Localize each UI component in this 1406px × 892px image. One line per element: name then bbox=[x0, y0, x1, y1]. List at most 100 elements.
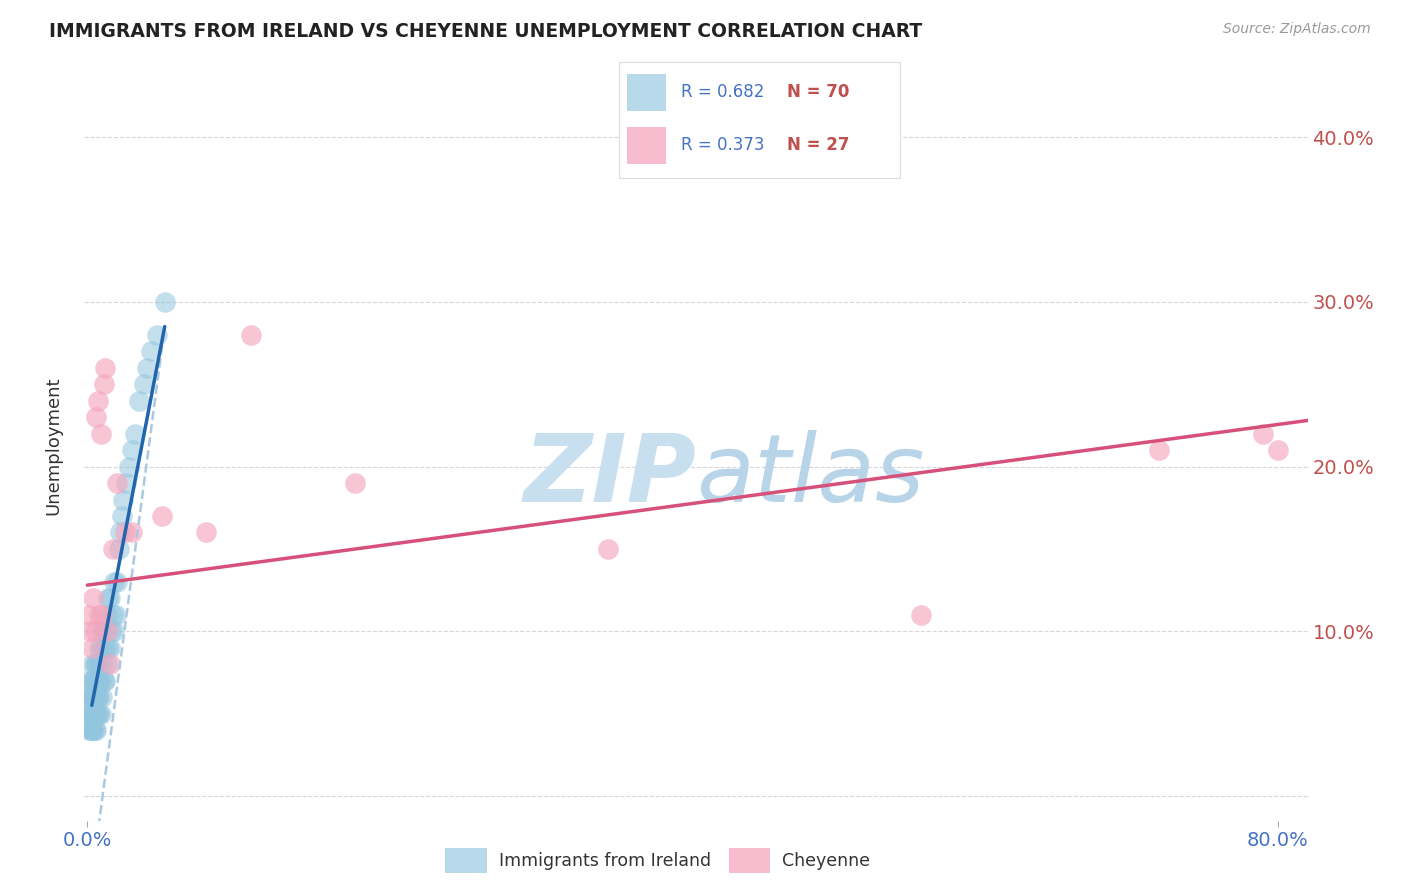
Point bbox=[83, 706, 105, 721]
Point bbox=[83, 673, 105, 688]
Point bbox=[121, 525, 143, 540]
Point bbox=[100, 624, 122, 639]
Point bbox=[132, 377, 155, 392]
Point bbox=[79, 723, 101, 737]
Point bbox=[104, 607, 127, 622]
Point bbox=[77, 673, 100, 688]
Point bbox=[79, 624, 101, 639]
FancyBboxPatch shape bbox=[627, 74, 666, 112]
Point bbox=[124, 426, 146, 441]
Point bbox=[146, 327, 169, 342]
Point bbox=[141, 344, 163, 359]
Point bbox=[77, 723, 100, 737]
Point bbox=[84, 706, 107, 721]
Point bbox=[115, 476, 138, 491]
Point bbox=[83, 657, 105, 672]
Point bbox=[1251, 426, 1274, 441]
Point bbox=[94, 640, 117, 655]
Point bbox=[1267, 443, 1289, 458]
Point bbox=[114, 525, 136, 540]
Point bbox=[82, 723, 104, 737]
Point bbox=[118, 459, 141, 474]
Point bbox=[89, 640, 111, 655]
Text: N = 70: N = 70 bbox=[787, 83, 849, 101]
Point bbox=[87, 673, 110, 688]
Point bbox=[90, 706, 112, 721]
Point bbox=[94, 360, 117, 375]
Point bbox=[97, 640, 120, 655]
Point bbox=[98, 640, 121, 655]
Point bbox=[93, 673, 115, 688]
Point bbox=[79, 706, 101, 721]
Point bbox=[91, 690, 114, 705]
Point bbox=[80, 673, 103, 688]
Point bbox=[195, 525, 218, 540]
Point bbox=[910, 607, 932, 622]
Point bbox=[91, 657, 114, 672]
Point bbox=[103, 574, 125, 589]
Point bbox=[90, 426, 112, 441]
Point bbox=[82, 591, 104, 606]
Point bbox=[101, 607, 124, 622]
Point bbox=[82, 690, 104, 705]
Point bbox=[98, 657, 121, 672]
Point bbox=[135, 360, 157, 375]
Point bbox=[80, 706, 103, 721]
Point bbox=[94, 673, 117, 688]
Text: ZIP: ZIP bbox=[523, 430, 696, 522]
Point bbox=[80, 723, 103, 737]
Point bbox=[98, 591, 121, 606]
Point bbox=[128, 393, 150, 408]
Point bbox=[84, 673, 107, 688]
Point bbox=[105, 574, 128, 589]
Point bbox=[83, 723, 105, 737]
Point bbox=[84, 723, 107, 737]
Text: Immigrants from Ireland: Immigrants from Ireland bbox=[499, 852, 710, 870]
Point bbox=[77, 690, 100, 705]
Text: atlas: atlas bbox=[696, 431, 924, 522]
Point bbox=[82, 706, 104, 721]
Point bbox=[91, 607, 114, 622]
Point bbox=[77, 706, 100, 721]
Point bbox=[84, 657, 107, 672]
Point bbox=[108, 525, 131, 540]
Text: Source: ZipAtlas.com: Source: ZipAtlas.com bbox=[1223, 22, 1371, 37]
Point bbox=[101, 541, 124, 556]
Point bbox=[121, 443, 143, 458]
Point bbox=[150, 508, 173, 523]
Point bbox=[80, 690, 103, 705]
Point bbox=[105, 476, 128, 491]
Point bbox=[96, 607, 118, 622]
Point bbox=[87, 690, 110, 705]
Point bbox=[82, 673, 104, 688]
FancyBboxPatch shape bbox=[627, 128, 666, 164]
Text: Cheyenne: Cheyenne bbox=[782, 852, 870, 870]
Point bbox=[89, 690, 111, 705]
Point bbox=[344, 476, 367, 491]
Point bbox=[84, 690, 107, 705]
Text: R = 0.373: R = 0.373 bbox=[681, 136, 763, 153]
Point bbox=[77, 607, 100, 622]
Point bbox=[96, 657, 118, 672]
Point bbox=[107, 541, 129, 556]
Point bbox=[1147, 443, 1170, 458]
Text: N = 27: N = 27 bbox=[787, 136, 849, 153]
Point bbox=[87, 657, 110, 672]
FancyBboxPatch shape bbox=[446, 848, 486, 873]
Point bbox=[153, 294, 176, 309]
Point bbox=[83, 690, 105, 705]
Point bbox=[96, 624, 118, 639]
Point bbox=[89, 706, 111, 721]
Point bbox=[80, 640, 103, 655]
Point bbox=[93, 377, 115, 392]
Point bbox=[112, 492, 135, 507]
FancyBboxPatch shape bbox=[728, 848, 770, 873]
Point bbox=[97, 591, 120, 606]
Y-axis label: Unemployment: Unemployment bbox=[45, 376, 63, 516]
Point bbox=[93, 624, 115, 639]
Point bbox=[90, 640, 112, 655]
Point bbox=[598, 541, 620, 556]
Text: IMMIGRANTS FROM IRELAND VS CHEYENNE UNEMPLOYMENT CORRELATION CHART: IMMIGRANTS FROM IRELAND VS CHEYENNE UNEM… bbox=[49, 22, 922, 41]
Point bbox=[90, 673, 112, 688]
Point bbox=[110, 508, 132, 523]
